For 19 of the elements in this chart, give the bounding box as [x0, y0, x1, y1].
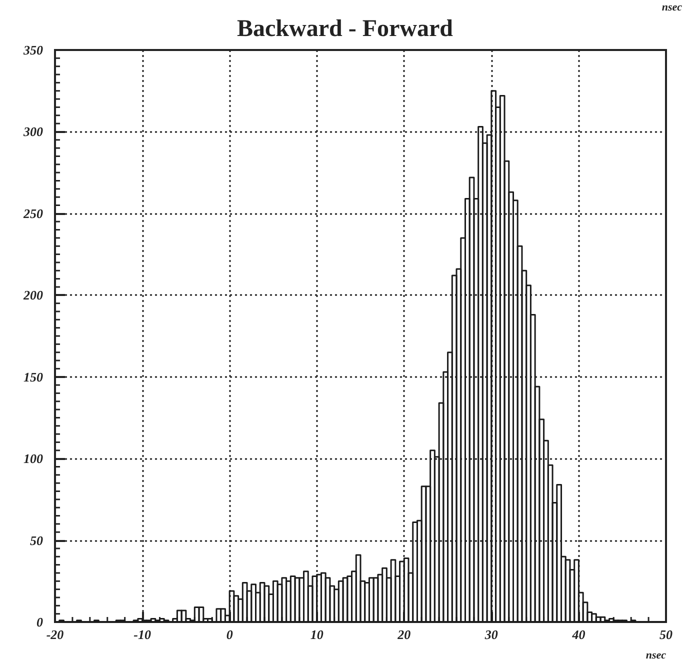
x-tick-label: 40	[571, 627, 586, 642]
x-tick-label: -20	[46, 627, 64, 642]
y-tick-label: 350	[22, 42, 44, 58]
x-tick-label: 30	[484, 627, 498, 642]
chart-title: Backward - Forward	[237, 16, 454, 42]
y-tick-label: 0	[36, 614, 44, 630]
y-tick-label: 50	[30, 532, 44, 548]
x-tick-label: 0	[226, 627, 234, 642]
x-tick-label: 20	[396, 627, 412, 642]
text: nsec	[662, 2, 682, 14]
x-tick-label: -10	[134, 627, 152, 642]
y-tick-label: 300	[22, 124, 44, 140]
x-tick-label: 10	[310, 627, 324, 642]
x-axis-title: nsec	[646, 650, 666, 662]
y-tick-label: 250	[22, 206, 44, 221]
y-tick-label: 200	[22, 288, 44, 303]
y-tick-label: 100	[24, 451, 44, 466]
y-tick-label: 150	[24, 369, 44, 384]
x-tick-label: 50	[660, 627, 673, 642]
